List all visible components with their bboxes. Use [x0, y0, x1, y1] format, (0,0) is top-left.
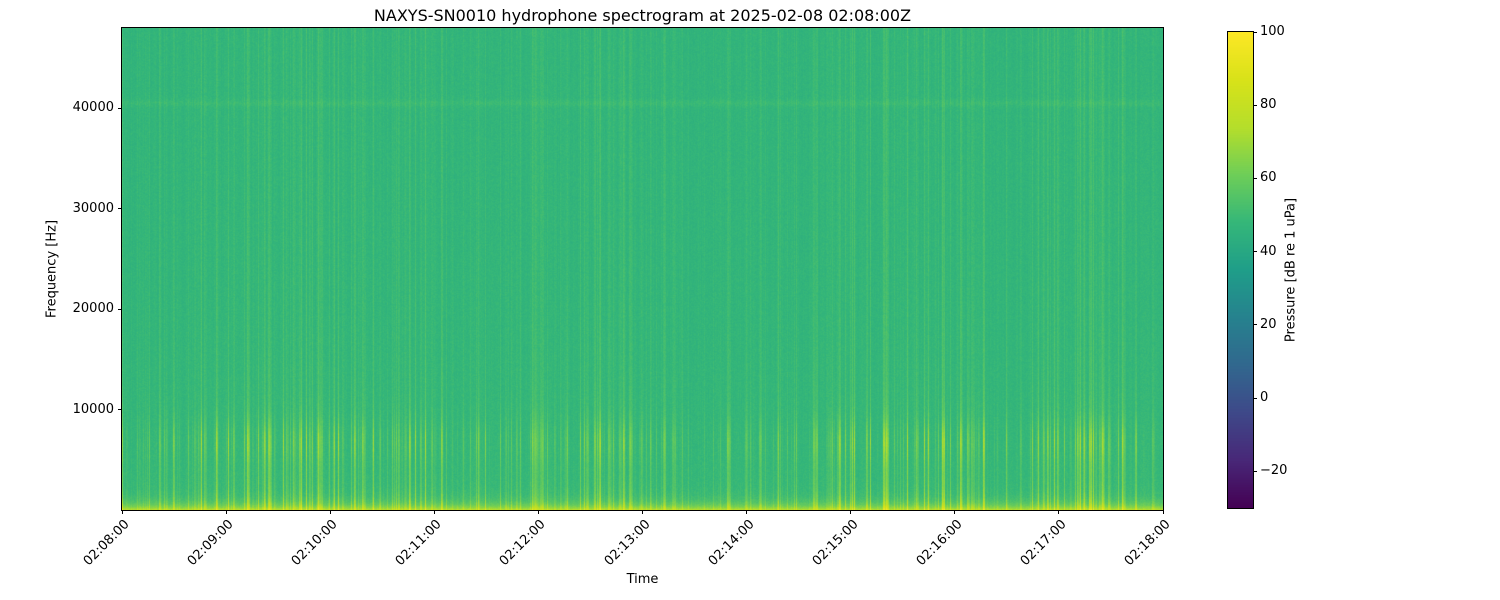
colorbar-tick-mark: [1253, 324, 1257, 326]
y-tick-label: 10000: [72, 401, 114, 417]
x-tick-mark: [850, 510, 852, 514]
y-tick-label: 40000: [72, 100, 114, 116]
spectrogram-heatmap: [121, 27, 1164, 511]
y-tick-mark: [118, 409, 122, 411]
colorbar-tick-label: 80: [1260, 97, 1277, 113]
colorbar-tick-mark: [1253, 104, 1257, 106]
colorbar-tick-mark: [1253, 251, 1257, 253]
colorbar-tick-label: 0: [1260, 390, 1269, 406]
x-tick-mark: [1058, 510, 1060, 514]
x-tick-mark: [954, 510, 956, 514]
chart-title: NAXYS-SN0010 hydrophone spectrogram at 2…: [373, 6, 912, 25]
colorbar-tick-label: 60: [1260, 170, 1277, 186]
colorbar-tick-label: 100: [1260, 24, 1285, 39]
colorbar-tick-mark: [1253, 177, 1257, 179]
colorbar-tick-label: 40: [1260, 243, 1277, 259]
y-tick-label: 30000: [72, 200, 114, 216]
x-tick-mark: [225, 510, 227, 514]
x-tick-mark: [121, 510, 123, 514]
y-tick-mark: [118, 107, 122, 109]
y-tick-label: 20000: [72, 301, 114, 317]
x-axis-label: Time: [626, 572, 659, 587]
x-tick-mark: [433, 510, 435, 514]
x-tick-mark: [746, 510, 748, 514]
x-tick-mark: [642, 510, 643, 514]
colorbar-tick-label: −20: [1260, 463, 1288, 479]
colorbar: [1227, 31, 1254, 509]
colorbar-tick-mark: [1253, 397, 1257, 399]
x-tick-mark: [329, 510, 331, 514]
colorbar-tick-mark: [1253, 31, 1257, 33]
colorbar-tick-label: 20: [1260, 316, 1277, 332]
colorbar-tick-mark: [1253, 470, 1257, 472]
x-tick-mark: [537, 510, 539, 514]
y-tick-mark: [118, 308, 122, 310]
y-tick-mark: [118, 208, 122, 210]
x-tick-mark: [1162, 510, 1164, 514]
colorbar-label: Pressure [dB re 1 uPa]: [1283, 197, 1299, 343]
